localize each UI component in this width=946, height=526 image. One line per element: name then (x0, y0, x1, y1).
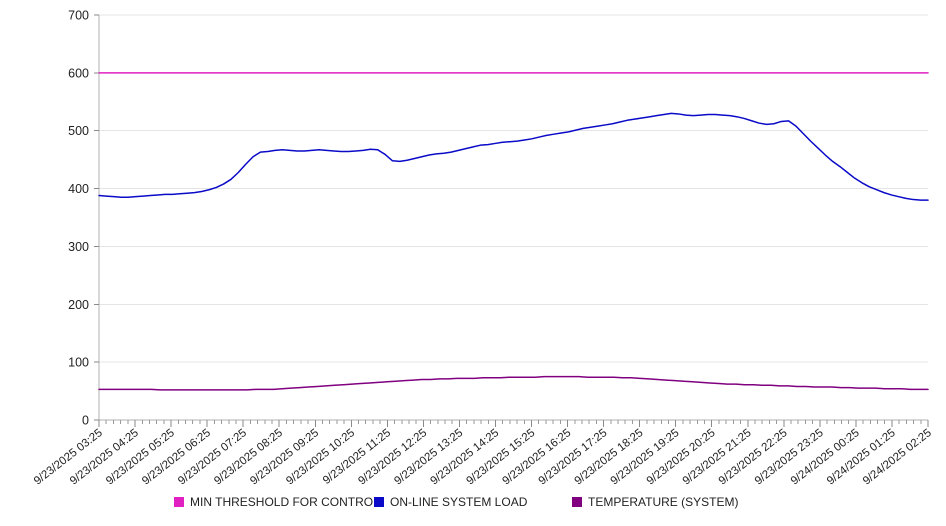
series-line-1 (98, 112, 929, 201)
data-series-group (98, 72, 929, 391)
y-tick-label: 300 (68, 240, 89, 254)
legend-swatch-1 (374, 497, 384, 507)
gridlines (99, 14, 928, 363)
legend-label-1: ON-LINE SYSTEM LOAD (390, 495, 528, 509)
x-tick-labels: 9/23/2025 03:259/23/2025 04:259/23/2025 … (32, 427, 934, 488)
y-tick-label: 200 (68, 298, 89, 312)
y-tick-label: 0 (82, 414, 89, 428)
legend-swatch-2 (572, 497, 582, 507)
legend-swatch-0 (174, 497, 184, 507)
legend-label-2: TEMPERATURE (SYSTEM) (588, 495, 738, 509)
y-tick-label: 500 (68, 124, 89, 138)
x-axis (98, 419, 929, 427)
y-tick-label: 700 (68, 9, 89, 23)
series-line-2 (98, 375, 929, 391)
y-axis (94, 14, 100, 421)
y-tick-labels: 0 100 200 300 400 500 600 700 (68, 9, 89, 428)
y-tick-label: 400 (68, 182, 89, 196)
y-tick-label: 600 (68, 66, 89, 80)
chart-legend: MIN THRESHOLD FOR CONTROL ON-LINE SYSTEM … (174, 495, 738, 509)
legend-label-0: MIN THRESHOLD FOR CONTROL (190, 495, 380, 509)
y-tick-label: 100 (68, 356, 89, 370)
